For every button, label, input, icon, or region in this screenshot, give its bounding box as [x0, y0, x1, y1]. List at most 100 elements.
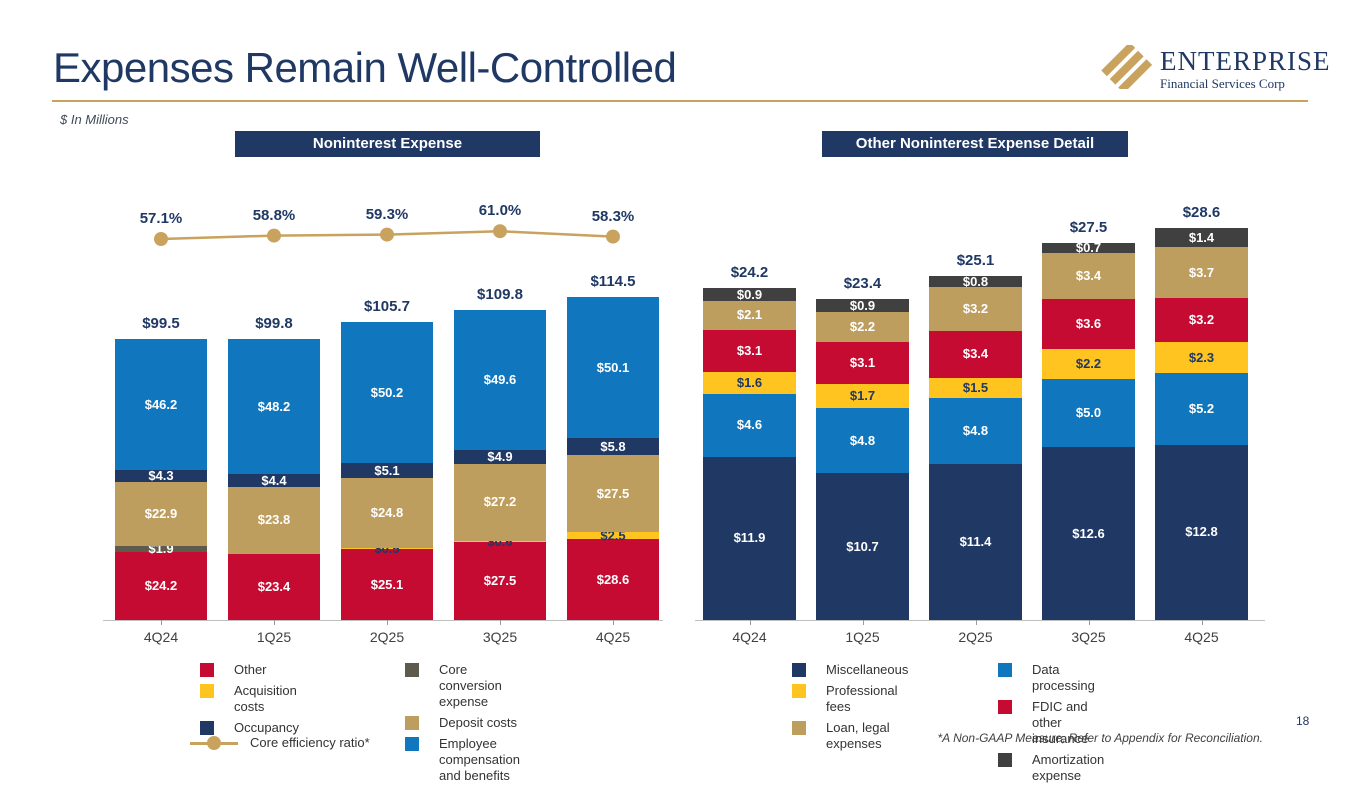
x-axis-tick [500, 620, 501, 625]
x-axis-tick [1088, 620, 1090, 625]
legend-swatch [200, 721, 214, 735]
page-number: 18 [1296, 714, 1310, 728]
bar-segment-value: $0.8 [962, 273, 989, 289]
x-axis-tick [862, 620, 864, 625]
legend-label: Miscellaneous [826, 662, 909, 677]
legend-item: FDIC and other insurance [998, 699, 1104, 747]
bar-segment [1042, 378, 1135, 448]
bar-total-value: $99.8 [255, 314, 293, 332]
x-axis-tick [1201, 620, 1203, 625]
bar-segment [929, 287, 1022, 331]
bar-segment [816, 473, 909, 620]
bar-segment-value: $50.2 [370, 384, 404, 400]
legend-swatch [405, 716, 419, 730]
legend-label: Core conversion expense [439, 662, 502, 709]
bar-segment-value: $3.1 [736, 342, 763, 358]
bar-segment-value: $2.3 [1188, 349, 1215, 365]
bar-total-value: $28.6 [1182, 204, 1221, 222]
legend-swatch [792, 721, 806, 735]
legend-label: Deposit costs [439, 715, 518, 730]
logo-subtitle: Financial Services Corp [1160, 75, 1285, 91]
legend-column: Miscellaneous Professional fees Loan, lega… [792, 662, 908, 757]
bar-segment [567, 532, 659, 540]
legend-column: Data processing FDIC and other insurance A… [998, 662, 1104, 789]
other-noninterest-expense-detail-chart: $11.9 $4.6 $1.6 $3.1 $2.1 $0.9 $24.2 4Q24 $10.7 $… [695, 195, 1267, 660]
legend-item: Occupancy [200, 720, 299, 736]
legend-item: Loan, legal expenses [792, 720, 908, 752]
legend-swatch [200, 663, 214, 677]
legend-item: Miscellaneous [792, 662, 908, 678]
bar-segment-value: $3.2 [1188, 311, 1215, 327]
bar-segment [929, 330, 1022, 378]
bar-segment-value: $11.9 [733, 530, 766, 546]
bar-total-value: $99.5 [142, 315, 180, 333]
bar-segment-value: $10.7 [846, 538, 879, 554]
bar-total-value: $23.4 [843, 275, 882, 293]
bar-segment [341, 477, 433, 548]
x-axis-tick [161, 620, 162, 625]
x-axis-tick [749, 620, 751, 625]
company-logo: ENTERPRISE Financial Services Corp [1100, 42, 1331, 94]
bar-segment [228, 338, 320, 475]
bar-segment-value: $5.1 [374, 462, 400, 478]
noninterest-expense-chart: $24.2 $1.9 $22.9 $4.3 $46.2 $99.5 4Q24 $23.4 $23… [100, 195, 665, 660]
logo-stripes-icon [1100, 42, 1153, 94]
x-axis-line [103, 620, 663, 621]
bar-segment-value: $11.4 [959, 533, 992, 549]
bar-segment-value: $3.1 [849, 355, 876, 371]
bar-segment-value: $12.6 [1072, 525, 1105, 541]
legend-swatch [998, 753, 1012, 767]
bar-total-value: $27.5 [1069, 219, 1108, 237]
efficiency-line-swatch [190, 736, 238, 750]
x-axis-label: 2Q25 [369, 629, 405, 645]
efficiency-ratio-value: 58.8% [252, 206, 296, 224]
x-axis-line [695, 620, 1265, 621]
legend-column: Core conversion expense Deposit costs Empl… [405, 662, 520, 789]
bar-segment [1042, 252, 1135, 300]
bar-segment [1155, 444, 1248, 620]
bar-total-value: $109.8 [477, 286, 523, 304]
bar-total-value: $24.2 [730, 264, 769, 282]
bar-segment-value: $24.8 [370, 504, 404, 520]
bar-segment [115, 339, 207, 470]
efficiency-ratio-value: 57.1% [139, 210, 183, 227]
bar-segment-value: $28.6 [596, 571, 630, 587]
bar-segment-value: $4.4 [261, 472, 287, 488]
bar-segment [816, 384, 909, 408]
efficiency-ratio-value: 61.0% [478, 202, 522, 220]
bar-segment [115, 546, 207, 552]
x-axis-label: 1Q25 [256, 629, 292, 645]
bar-segment-value: $1.5 [962, 379, 989, 395]
bar-segment [1155, 228, 1248, 248]
bar-segment [703, 456, 796, 620]
bar-segment [816, 341, 909, 385]
bar-segment [816, 299, 909, 312]
legend-label: Core efficiency ratio* [250, 735, 370, 750]
bar-segment-value: $2.1 [736, 307, 763, 323]
bar-segment [454, 450, 546, 465]
x-axis-label: 4Q25 [1184, 629, 1219, 645]
bar-segment [341, 549, 433, 620]
legend-item: Professional fees [792, 683, 908, 715]
bar-segment [703, 329, 796, 373]
bar-segment [703, 393, 796, 457]
x-axis-label: 4Q24 [732, 629, 767, 645]
legend-column: Other Acquisition costs Occupancy [200, 662, 299, 741]
bar-segment-value: $5.0 [1075, 405, 1102, 421]
bar-segment-value: $4.6 [736, 417, 763, 433]
legend-label: Amortization expense [1032, 752, 1105, 783]
logo-text: ENTERPRISE Financial Services Corp [1160, 47, 1331, 92]
efficiency-ratio-value: 59.3% [365, 205, 409, 223]
bar-segment [228, 554, 320, 620]
units-note: $ In Millions [60, 112, 129, 127]
bar-segment-value: $24.2 [144, 577, 178, 593]
bar-segment-value: $4.8 [962, 422, 989, 438]
bar-segment [1042, 348, 1135, 379]
x-axis-label: 4Q24 [143, 629, 179, 645]
bar-segment-value: $0.7 [1075, 240, 1102, 256]
bar-segment-value: $1.7 [849, 388, 876, 403]
legend-label: Occupancy [234, 720, 300, 735]
legend-swatch [200, 684, 214, 698]
bar-segment-value: $3.4 [1075, 268, 1102, 284]
bar-segment-value: $48.2 [257, 398, 291, 414]
